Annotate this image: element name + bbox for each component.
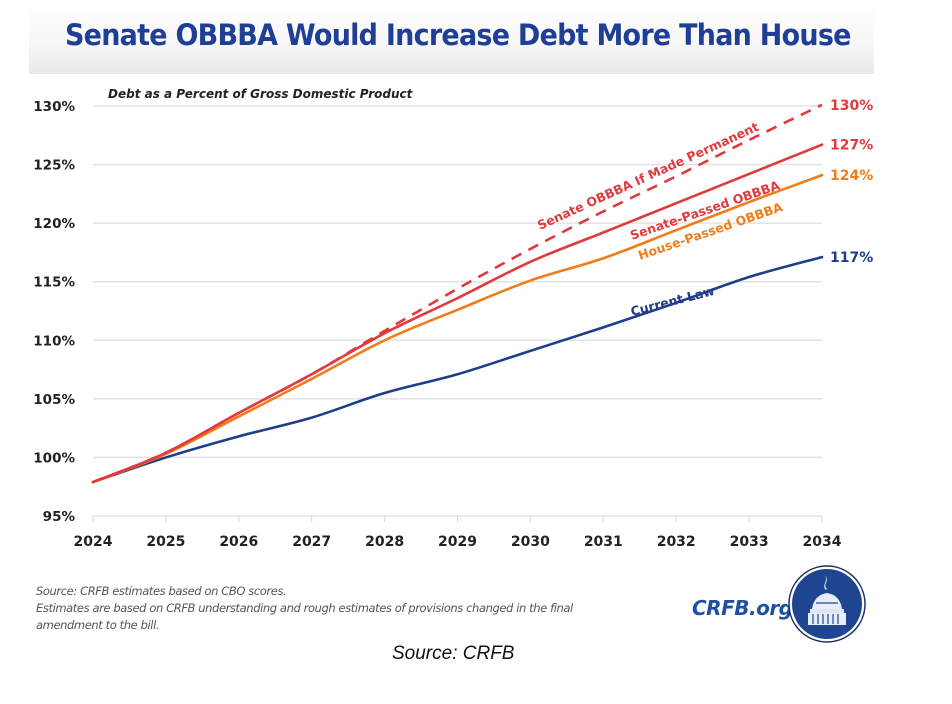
x-tick-label: 2029 (438, 534, 477, 550)
x-tick-label: 2034 (803, 534, 842, 550)
series-line-senate-obbba-if-made-permanent (92, 103, 823, 484)
series-label: Current Law (629, 283, 717, 319)
image-caption: Source: CRFB (392, 643, 515, 664)
y-tick-label: 100% (33, 450, 75, 466)
x-tick-label: 2028 (365, 534, 404, 550)
x-tick-label: 2024 (74, 534, 113, 550)
x-tick-label: 2027 (292, 534, 331, 550)
x-tick-label: 2032 (657, 534, 696, 550)
series-line-house-passed-obbba (91, 173, 824, 484)
chart-subtitle: Debt as a Percent of Gross Domestic Prod… (108, 87, 414, 101)
y-tick-label: 130% (33, 99, 75, 115)
note-line: Estimates are based on CRFB understandin… (36, 601, 573, 615)
x-tick-label: 2031 (584, 534, 623, 550)
y-tick-label: 110% (33, 333, 75, 349)
brand-link[interactable]: CRFB.org (692, 596, 793, 620)
end-value-label: 127% (830, 138, 873, 154)
y-tick-label: 95% (43, 509, 76, 525)
y-tick-label: 105% (33, 392, 75, 408)
x-tick-label: 2033 (730, 534, 769, 550)
y-tick-label: 120% (33, 216, 75, 232)
end-value-label: 117% (830, 250, 873, 266)
x-tick-label: 2026 (219, 534, 258, 550)
y-tick-label: 125% (33, 158, 75, 174)
y-tick-label: 115% (33, 275, 75, 291)
source-notes: Source: CRFB estimates based on CBO scor… (36, 583, 636, 634)
series-lines (91, 103, 824, 484)
end-value-label: 130% (830, 98, 873, 114)
gridlines (92, 105, 823, 522)
header-banner: Senate OBBBA Would Increase Debt More Th… (29, 0, 874, 74)
chart-title: Senate OBBBA Would Increase Debt More Th… (65, 18, 851, 52)
end-value-label: 124% (830, 168, 873, 184)
note-line: amendment to the bill. (36, 618, 160, 632)
x-tick-label: 2030 (511, 534, 550, 550)
capitol-dome-icon (788, 565, 866, 643)
x-tick-label: 2025 (146, 534, 185, 550)
series-line-senate-passed-obbba (91, 143, 824, 484)
note-line: Source: CRFB estimates based on CBO scor… (36, 584, 287, 598)
x-axis-ticks: 2024 2025 2026 2027 2028 2029 2030 2031 2032 2033… (74, 534, 842, 550)
series-labels: Senate OBBBA If Made PermanentSenate-Pas… (535, 119, 785, 319)
end-labels: 117% 124% 127% 130% (830, 98, 873, 266)
y-axis-ticks: 95% 100% 105% 110% 115% 120% 125% 130% (33, 99, 75, 525)
